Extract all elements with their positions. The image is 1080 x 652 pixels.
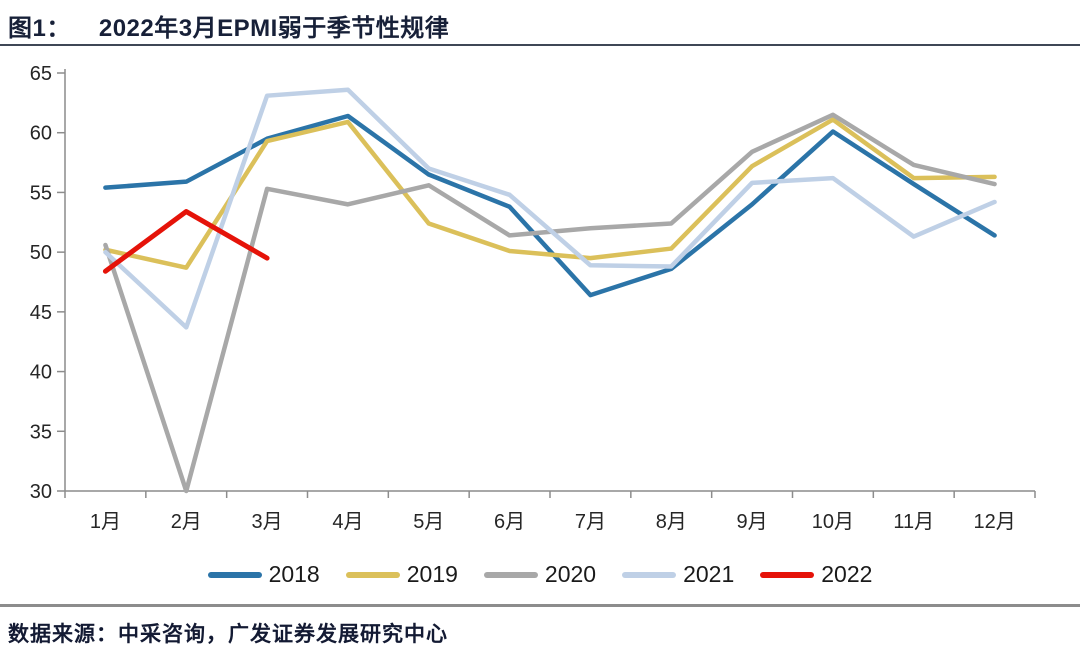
legend-item-2019: 2019: [345, 561, 458, 588]
y-tick-label: 60: [30, 123, 52, 145]
x-tick-label: 10月: [812, 511, 854, 533]
figure-title-text: 2022年3月EPMI弱于季节性规律: [98, 15, 450, 42]
chart-legend: 2018 2019 2020 2021 2022: [0, 561, 1080, 588]
x-tick-label: 9月: [737, 511, 768, 533]
y-tick-label: 35: [30, 421, 52, 443]
y-tick-label: 30: [30, 481, 52, 503]
legend-item-2020: 2020: [483, 561, 597, 588]
legend-label-2019: 2019: [406, 561, 458, 587]
footer-divider: [0, 604, 1080, 607]
legend-item-2021: 2021: [622, 561, 734, 588]
y-tick-label: 55: [30, 182, 52, 204]
data-source-note: 数据来源：中采咨询，广发证券发展研究中心: [8, 622, 448, 646]
series-line-2019: [103, 117, 997, 270]
y-tick-label: 65: [30, 63, 52, 85]
x-tick-label: 6月: [494, 511, 525, 533]
x-tick-label: 1月: [90, 511, 121, 533]
x-tick-label: 4月: [332, 511, 363, 533]
x-tick-label: 7月: [575, 511, 606, 533]
x-tick-label: 3月: [252, 511, 283, 533]
series-line-2021: [103, 87, 997, 330]
legend-item-2022: 2022: [760, 561, 872, 588]
legend-swatch-2020: [483, 571, 538, 578]
x-tick-label: 8月: [656, 511, 687, 533]
x-tick-label: 11月: [893, 511, 934, 533]
legend-label-2020: 2020: [544, 561, 597, 587]
legend-swatch-2021: [622, 571, 677, 578]
legend-label-2021: 2021: [683, 561, 735, 587]
x-tick-label: 12月: [973, 511, 1015, 533]
x-tick-label: 2月: [171, 511, 202, 533]
y-tick-label: 40: [30, 362, 52, 384]
x-tick-label: 5月: [413, 511, 444, 533]
legend-swatch-2022: [760, 571, 815, 578]
series-line-2018: [103, 113, 997, 298]
series-line-2022: [102, 209, 270, 274]
legend-swatch-2018: [207, 571, 262, 578]
page-title: 图1： 2022年3月EPMI弱于季节性规律: [8, 8, 449, 43]
y-tick-label: 45: [30, 302, 52, 324]
legend-label-2022: 2022: [821, 561, 873, 587]
title-divider: [0, 44, 1080, 46]
figure-number-label: 图1：: [8, 15, 71, 42]
legend-label-2018: 2018: [268, 561, 320, 587]
y-tick-label: 50: [30, 242, 52, 264]
legend-swatch-2019: [345, 571, 400, 578]
legend-item-2018: 2018: [207, 561, 320, 588]
